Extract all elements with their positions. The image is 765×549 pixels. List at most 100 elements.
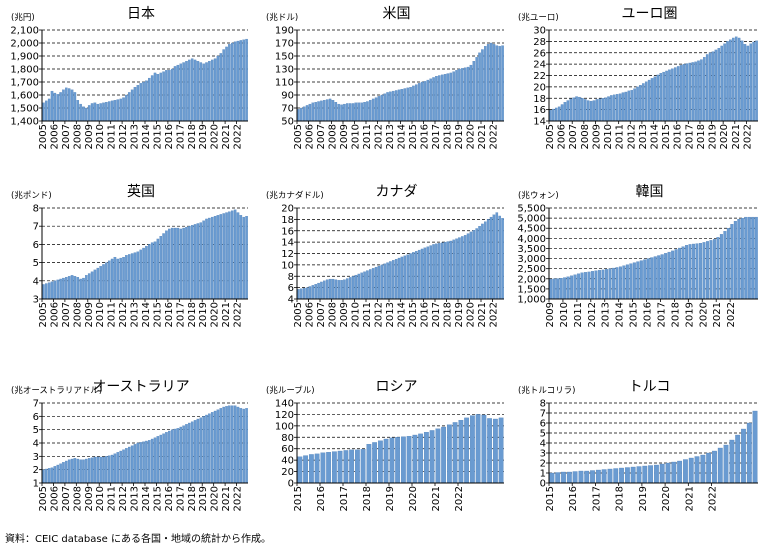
y-tick-label: 16	[533, 105, 546, 116]
bar	[591, 271, 595, 300]
bar	[62, 462, 65, 484]
bar	[717, 447, 723, 484]
bar	[740, 217, 744, 300]
bar	[205, 62, 208, 122]
bar	[193, 224, 197, 300]
bar	[642, 83, 645, 122]
bar	[549, 110, 552, 122]
bar	[360, 102, 363, 122]
bar	[148, 244, 151, 300]
bar	[162, 433, 165, 484]
bar	[429, 78, 432, 122]
bar	[723, 43, 726, 122]
x-tick-label: 2013	[601, 302, 612, 327]
bar	[374, 266, 378, 300]
bar	[452, 71, 455, 122]
unit-label: (兆ウォン)	[518, 190, 559, 201]
x-tick-label: 2008	[72, 302, 83, 327]
bar	[199, 417, 203, 484]
bar	[65, 460, 68, 484]
bar	[139, 442, 142, 484]
x-tick-label: 2017	[339, 486, 350, 511]
bar	[729, 39, 732, 122]
x-tick-label: 2009	[591, 124, 602, 149]
bar	[676, 66, 680, 122]
bar	[671, 68, 674, 122]
bar	[389, 261, 392, 300]
x-tick-label: 2017	[175, 124, 186, 149]
bar	[156, 436, 160, 484]
y-tick-label: 2,500	[517, 264, 546, 275]
x-tick-label: 2019	[385, 486, 396, 511]
chart-title: トルコ	[629, 379, 671, 395]
bar	[440, 74, 444, 122]
y-tick-label: 70	[281, 104, 294, 115]
bar	[348, 103, 352, 122]
x-tick-label: 2014	[141, 302, 152, 327]
bar	[674, 249, 678, 300]
bar	[423, 81, 427, 122]
bar	[495, 45, 499, 122]
y-tick-label: 6	[540, 419, 546, 430]
bar	[122, 97, 125, 122]
x-tick-label: 2012	[118, 124, 129, 149]
bar	[62, 89, 65, 122]
bar	[706, 452, 712, 484]
bar	[648, 465, 654, 484]
x-tick-label: 2018	[187, 486, 198, 511]
bar	[389, 437, 395, 484]
x-tick-label: 2015	[152, 486, 163, 511]
bar	[343, 279, 346, 300]
bar	[415, 251, 418, 300]
bar	[683, 459, 688, 484]
bar	[595, 469, 601, 484]
bar	[133, 252, 137, 300]
bar	[734, 36, 738, 122]
x-tick-label: 2016	[643, 302, 654, 327]
bar	[165, 70, 168, 122]
bar	[202, 63, 205, 122]
bar	[297, 109, 300, 122]
bar	[630, 466, 636, 484]
bar	[446, 73, 450, 122]
x-tick-label: 2019	[684, 302, 695, 327]
bar	[751, 216, 755, 300]
bar	[45, 468, 48, 484]
x-tick-label: 2013	[385, 302, 396, 327]
y-tick-label: 120	[275, 410, 294, 421]
bar	[446, 424, 452, 484]
bar	[749, 43, 753, 122]
bar	[458, 419, 464, 484]
chart-panel-1: 日本 (兆円) 1,400 1,500 1,600 1,700 1,800 1,900 2,00…	[10, 6, 248, 149]
bar	[469, 415, 475, 484]
bar	[82, 106, 85, 122]
y-tick-label: 2	[33, 465, 39, 476]
bar	[42, 102, 45, 122]
bar	[343, 450, 349, 484]
bar	[130, 445, 134, 484]
bar	[432, 244, 435, 300]
bar	[671, 250, 675, 300]
bar	[644, 81, 648, 122]
x-tick-label: 2022	[742, 124, 753, 149]
bar	[679, 65, 683, 122]
bar	[406, 254, 409, 300]
x-tick-label: 2011	[107, 302, 118, 327]
bar	[446, 241, 450, 300]
bar	[79, 459, 82, 484]
y-tick-label: 80	[281, 433, 294, 444]
bar	[570, 275, 574, 300]
bar	[743, 44, 747, 122]
bar	[449, 72, 453, 122]
bar	[618, 93, 622, 122]
bar	[688, 457, 694, 484]
x-tick-label: 2020	[466, 124, 477, 149]
bar	[478, 226, 481, 300]
y-tick-label: 4,500	[517, 224, 546, 235]
x-tick-label: 2010	[95, 124, 106, 149]
bar	[50, 467, 54, 484]
bar	[219, 214, 223, 300]
bar	[99, 103, 102, 122]
unit-label: (兆ポンド)	[11, 190, 52, 201]
bar	[697, 60, 700, 122]
